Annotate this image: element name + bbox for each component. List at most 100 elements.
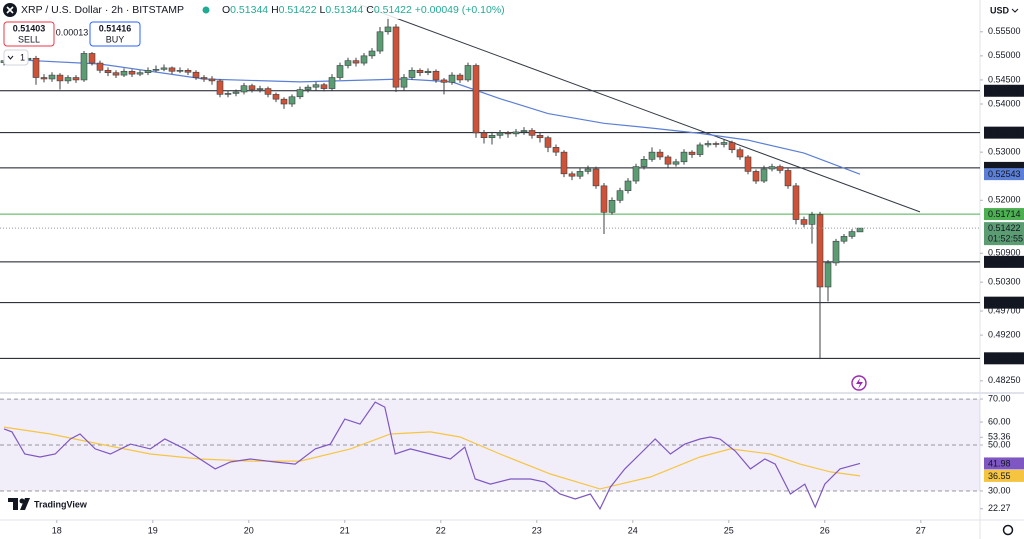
level-label: 0.48718 [988, 353, 1021, 363]
y-tick-label: 0.49700 [988, 305, 1021, 315]
rsi-label: 41.98 [988, 458, 1011, 468]
ma-label-box [984, 168, 1024, 181]
candle-body [568, 173, 576, 177]
candle-body [64, 77, 72, 82]
candle-body [536, 134, 544, 139]
symbol-icon-x [6, 6, 14, 14]
candle-body [128, 70, 136, 75]
sell-label[interactable]: SELL [18, 34, 40, 44]
y-tick-label: 0.54500 [988, 74, 1021, 84]
buy-label[interactable]: BUY [106, 34, 125, 44]
candle-body [256, 88, 264, 90]
interval-button[interactable] [3, 49, 29, 66]
candle-body [400, 77, 408, 88]
candle-body [72, 77, 80, 81]
candle-body [240, 85, 248, 93]
candle-body [224, 93, 232, 95]
y-tick-label: 0.53000 [988, 147, 1021, 157]
candle-body [424, 70, 432, 74]
candle-body [528, 130, 536, 136]
interval-label[interactable]: 1 [20, 52, 25, 62]
candle-body [360, 55, 368, 64]
y-tick-label: 30.00 [988, 485, 1011, 495]
candle-body [648, 151, 656, 160]
chart-title: XRP / U.S. Dollar · 2h · BITSTAMP [21, 4, 184, 16]
level-label-box [984, 296, 1024, 309]
candle-body [768, 166, 776, 170]
candle-body [160, 67, 168, 70]
candle-body [512, 131, 520, 135]
trendline [359, 4, 921, 213]
sell-price[interactable]: 0.51403 [13, 23, 46, 33]
candle-body [800, 219, 808, 225]
x-tick-label: 21 [340, 525, 350, 535]
level-label: 0.50721 [988, 257, 1021, 267]
candle-body [656, 151, 664, 158]
settings-icon[interactable] [1002, 524, 1014, 536]
candle-body [624, 180, 632, 191]
candle-body [848, 231, 856, 237]
level-label: 0.51714 [988, 209, 1021, 219]
candle-body [120, 70, 128, 76]
candle-body [336, 65, 344, 78]
candle-body [600, 185, 608, 213]
candle-body [112, 72, 120, 76]
sell-button[interactable] [3, 21, 55, 47]
level-label: 0.53405 [988, 128, 1021, 138]
candle-body [728, 142, 736, 151]
level-label-box [984, 126, 1024, 139]
candle-body [48, 74, 56, 80]
buy-price[interactable]: 0.51416 [99, 23, 132, 33]
buy-button[interactable] [89, 21, 141, 47]
candle-body [216, 80, 224, 95]
level-label: 0.49874 [988, 298, 1021, 308]
x-tick-label: 19 [148, 525, 158, 535]
candle-body [384, 26, 392, 33]
candle-body [136, 72, 144, 75]
ohlc-key: H [271, 4, 279, 16]
level-label-box [984, 352, 1024, 365]
y-tick-label: 0.54000 [988, 98, 1021, 108]
ohlc-key: C [366, 4, 374, 16]
currency[interactable]: USD [990, 5, 1010, 15]
change: +0.00049 (+0.10%) [415, 4, 505, 16]
candle-body [184, 69, 192, 73]
y-tick-label: 0.55000 [988, 50, 1021, 60]
ma-label: 0.52543 [988, 169, 1021, 179]
candle-body [144, 69, 152, 74]
candle-body [520, 130, 528, 133]
plot: 18 19 20 21 22 23 24 25 26 27 0.55500 0.55000 0.5450… [0, 4, 1021, 535]
candle-body [408, 69, 416, 78]
candle-body [192, 71, 200, 78]
status-dot [202, 6, 210, 14]
ohlc-value: 0.51422 [374, 4, 412, 16]
y-tick-label: 60.00 [988, 416, 1011, 426]
candle-body [736, 149, 744, 158]
candle-body [80, 53, 88, 81]
y-tick-label: 0.52000 [988, 195, 1021, 205]
candle-body [312, 84, 320, 88]
candle-body [688, 151, 696, 155]
x-tick-label: 18 [52, 525, 62, 535]
y-tick-label: 53.36 [988, 432, 1011, 442]
candle-body [272, 94, 280, 100]
candle-body [776, 166, 784, 171]
candle-body [632, 166, 640, 182]
alert-bolt [856, 378, 863, 389]
candle-body [712, 143, 720, 145]
candle-body [640, 159, 648, 167]
candle-body [432, 70, 440, 81]
y-tick-label: 50.00 [988, 439, 1011, 449]
ohlc-value: 0.51344 [325, 4, 363, 16]
countdown: 01:52:55 [988, 234, 1023, 244]
level-label-box [984, 208, 1024, 221]
price-label: 0.51422 [988, 223, 1021, 233]
candle-body [32, 57, 40, 78]
candle-body [288, 96, 296, 105]
candle-body [344, 60, 352, 66]
candle-body [704, 143, 712, 146]
rsi-ma-label-box [984, 469, 1024, 482]
